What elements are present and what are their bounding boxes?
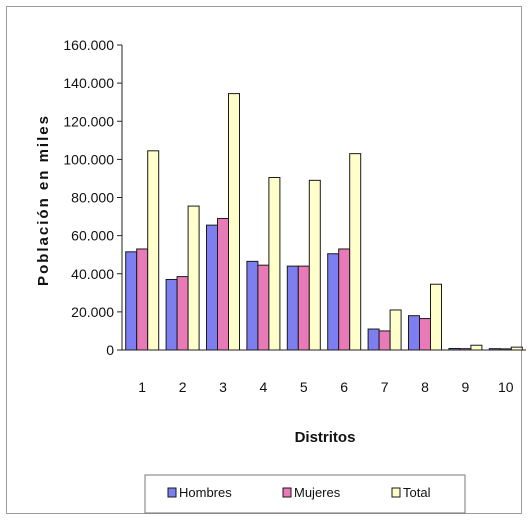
bar-mujeres-3 <box>217 217 229 351</box>
y-tick-label: 60.000 <box>71 228 114 244</box>
x-axis-ticks: 1 2 3 4 5 6 7 8 9 10 <box>138 379 513 395</box>
y-axis-ticks: 0 20.000 40.000 60.000 80.000 100.000 120.000 1… <box>63 37 122 358</box>
y-tick-label: 140.000 <box>63 75 114 91</box>
x-tick-label: 10 <box>498 379 514 395</box>
bar-hombres-1 <box>125 251 138 351</box>
bar-mujeres-7 <box>378 330 391 351</box>
bar-total-9 <box>470 344 483 351</box>
y-tick-label: 40.000 <box>71 266 114 282</box>
bar-mujeres-8 <box>419 318 431 351</box>
bar-mujeres-1 <box>136 248 149 351</box>
y-tick-label: 80.000 <box>71 190 114 206</box>
bar-total-8 <box>430 283 442 351</box>
chart-frame <box>6 6 522 514</box>
x-axis-title: Distritos <box>295 429 356 446</box>
bar-hombres-4 <box>246 260 259 351</box>
x-tick-label: 6 <box>340 379 348 395</box>
y-tick-label: 100.000 <box>63 151 114 167</box>
x-tick-label: 1 <box>138 379 146 395</box>
bar-total-2 <box>187 205 200 351</box>
y-tick-label: 120.000 <box>63 113 114 129</box>
bar-hombres-5 <box>286 265 299 351</box>
x-tick-label: 8 <box>421 379 429 395</box>
legend-label-mujeres: Mujeres <box>294 485 341 500</box>
bar-hombres-2 <box>165 278 178 351</box>
y-tick-label: 0 <box>106 342 114 358</box>
bar-hombres-8 <box>408 315 420 351</box>
legend-swatch-hombres <box>167 487 177 498</box>
x-tick-label: 2 <box>179 379 187 395</box>
x-tick-label: 9 <box>462 379 470 395</box>
legend-swatch-total <box>391 487 401 498</box>
x-tick-label: 3 <box>219 379 227 395</box>
bar-total-7 <box>389 309 402 351</box>
bar-total-5 <box>308 179 321 351</box>
bar-mujeres-6 <box>338 248 351 351</box>
bar-hombres-7 <box>367 328 380 351</box>
y-tick-label: 160.000 <box>63 37 114 53</box>
legend-box <box>144 474 466 514</box>
x-tick-label: 5 <box>300 379 308 395</box>
x-tick-label: 7 <box>381 379 389 395</box>
bar-total-3 <box>228 93 240 351</box>
bar-total-1 <box>147 150 160 351</box>
bar-total-6 <box>349 153 362 351</box>
bar-mujeres-5 <box>297 265 310 351</box>
bar-hombres-3 <box>206 224 218 351</box>
y-tick-label: 20.000 <box>71 304 114 320</box>
y-axis-title: Población en miles <box>35 114 52 286</box>
legend-label-hombres: Hombres <box>179 485 232 500</box>
x-tick-label: 4 <box>260 379 268 395</box>
bar-mujeres-2 <box>176 276 189 351</box>
legend-swatch-mujeres <box>282 487 292 498</box>
bar-mujeres-4 <box>257 264 270 351</box>
bar-total-4 <box>268 176 281 351</box>
bar-hombres-6 <box>327 253 340 351</box>
bars <box>125 93 523 351</box>
legend: Hombres Mujeres Total <box>144 474 466 514</box>
legend-label-total: Total <box>403 485 431 500</box>
